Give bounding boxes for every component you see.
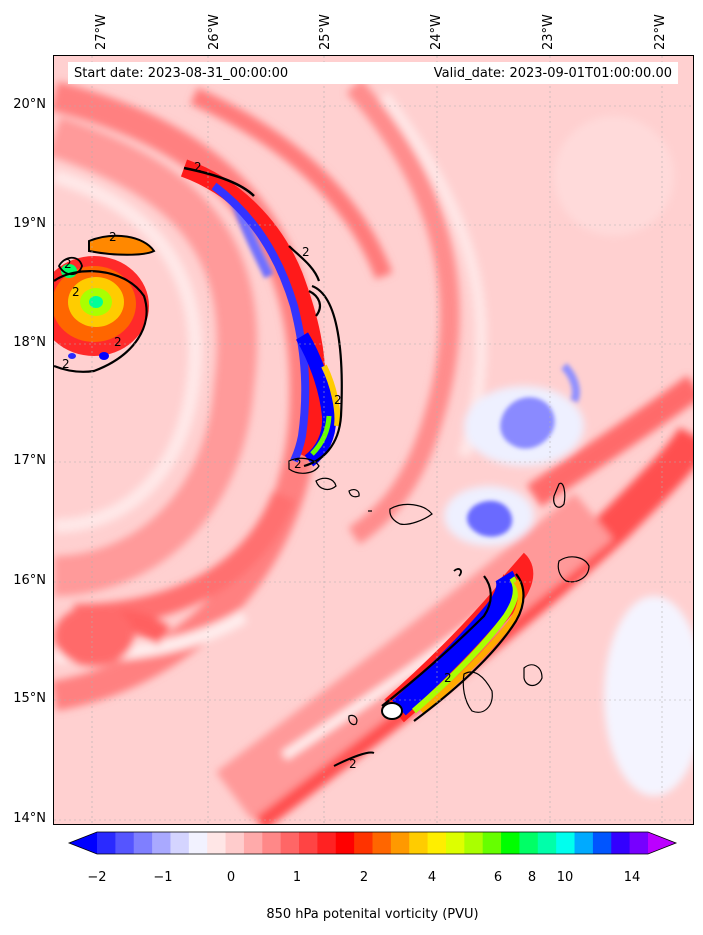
colorbar-swatch [207,832,227,854]
colorbar-swatch [133,832,153,854]
north-filament [180,159,343,468]
colorbar-tick: 10 [556,870,574,885]
colorbar-swatch [317,832,337,854]
contour-label: 2 [302,245,310,259]
start-date-text: Start date: 2023-08-31_00:00:00 [74,66,289,81]
contour-label: 2 [444,671,452,685]
lon-label: 27°W [94,14,109,50]
colorbar-swatch [556,832,576,854]
pv-negative-patches [229,194,580,537]
colorbar-swatch [592,832,612,854]
lat-label: 16°N [13,573,46,588]
colorbar-swatch [464,832,484,854]
contour-label: 2 [72,285,80,299]
colorbar-tick: 6 [493,870,503,885]
colorbar-swatch [482,832,502,854]
pv-map: 2 2 2 2 2 2 2 2 2 2 2 [54,56,693,824]
colorbar-swatch [262,832,282,854]
colorbar-swatch [243,832,263,854]
lon-label: 23°W [541,14,556,50]
contour-label: 2 [194,160,202,174]
colorbar-swatch [299,832,318,854]
coastlines [288,457,590,726]
colorbar-swatch [519,832,539,854]
colorbar-swatch [170,832,190,854]
lat-label: 20°N [13,97,46,112]
west-vortex [54,234,156,373]
colorbar-swatch [115,832,135,854]
date-header: Start date: 2023-08-31_00:00:00 Valid_da… [68,62,678,84]
colorbar-tick: 4 [427,870,437,885]
colorbar-tick: 0 [226,870,236,885]
colorbar-swatch [280,832,300,854]
contour-label: 2 [294,457,302,471]
colorbar-outline [67,831,678,855]
colorbar-tick: 1 [292,870,302,885]
graticule [54,56,693,824]
colorbar-swatch [629,832,649,854]
contour-labels: 2 2 2 2 2 2 2 2 2 2 2 [62,160,452,771]
contour-label: 2 [64,257,72,271]
colorbar-swatch [225,832,245,854]
valid-date-text: Valid_date: 2023-09-01T01:00:00.00 [433,66,672,81]
colorbar-swatches [67,831,678,855]
colorbar-tick: 2 [359,870,369,885]
colorbar-swatch [537,832,557,854]
southeast-filament [333,552,534,767]
colorbar-swatch [152,832,171,854]
lon-label: 24°W [429,14,444,50]
contour-label: 2 [349,757,357,771]
lat-label: 19°N [13,216,46,231]
colorbar-tick: −2 [87,870,107,885]
colorbar-swatch [188,832,208,854]
lat-label: 14°N [13,811,46,826]
lat-label: 15°N [13,691,46,706]
colorbar-swatch [372,832,392,854]
lat-label: 17°N [13,453,46,468]
contour-label: 2 [62,357,70,371]
colorbar-swatch [445,832,465,854]
map-panel: 2 2 2 2 2 2 2 2 2 2 2 [53,55,694,825]
colorbar-tick: −1 [153,870,173,885]
colorbar-extend-min [69,832,97,854]
lat-label: 18°N [13,335,46,350]
colorbar-swatch [335,832,355,854]
colorbar-swatch [409,832,429,854]
lon-label: 22°W [653,14,668,50]
colorbar-swatch [97,832,116,854]
colorbar-swatch [390,832,410,854]
contour-label: 2 [334,393,342,407]
colorbar-swatch [501,832,520,854]
contour-label: 2 [109,230,117,244]
colorbar-tick: 14 [623,870,641,885]
colorbar-swatch [354,832,373,854]
colorbar-tick: 8 [527,870,537,885]
contour-label: 2 [114,335,122,349]
colorbar-swatch [427,832,447,854]
colorbar-extend-max [648,832,676,854]
lon-label: 26°W [207,14,222,50]
lon-label: 25°W [318,14,333,50]
colorbar-label: 850 hPa potenital vorticity (PVU) [266,907,479,922]
colorbar-swatch [574,832,594,854]
colorbar-swatch [611,832,631,854]
